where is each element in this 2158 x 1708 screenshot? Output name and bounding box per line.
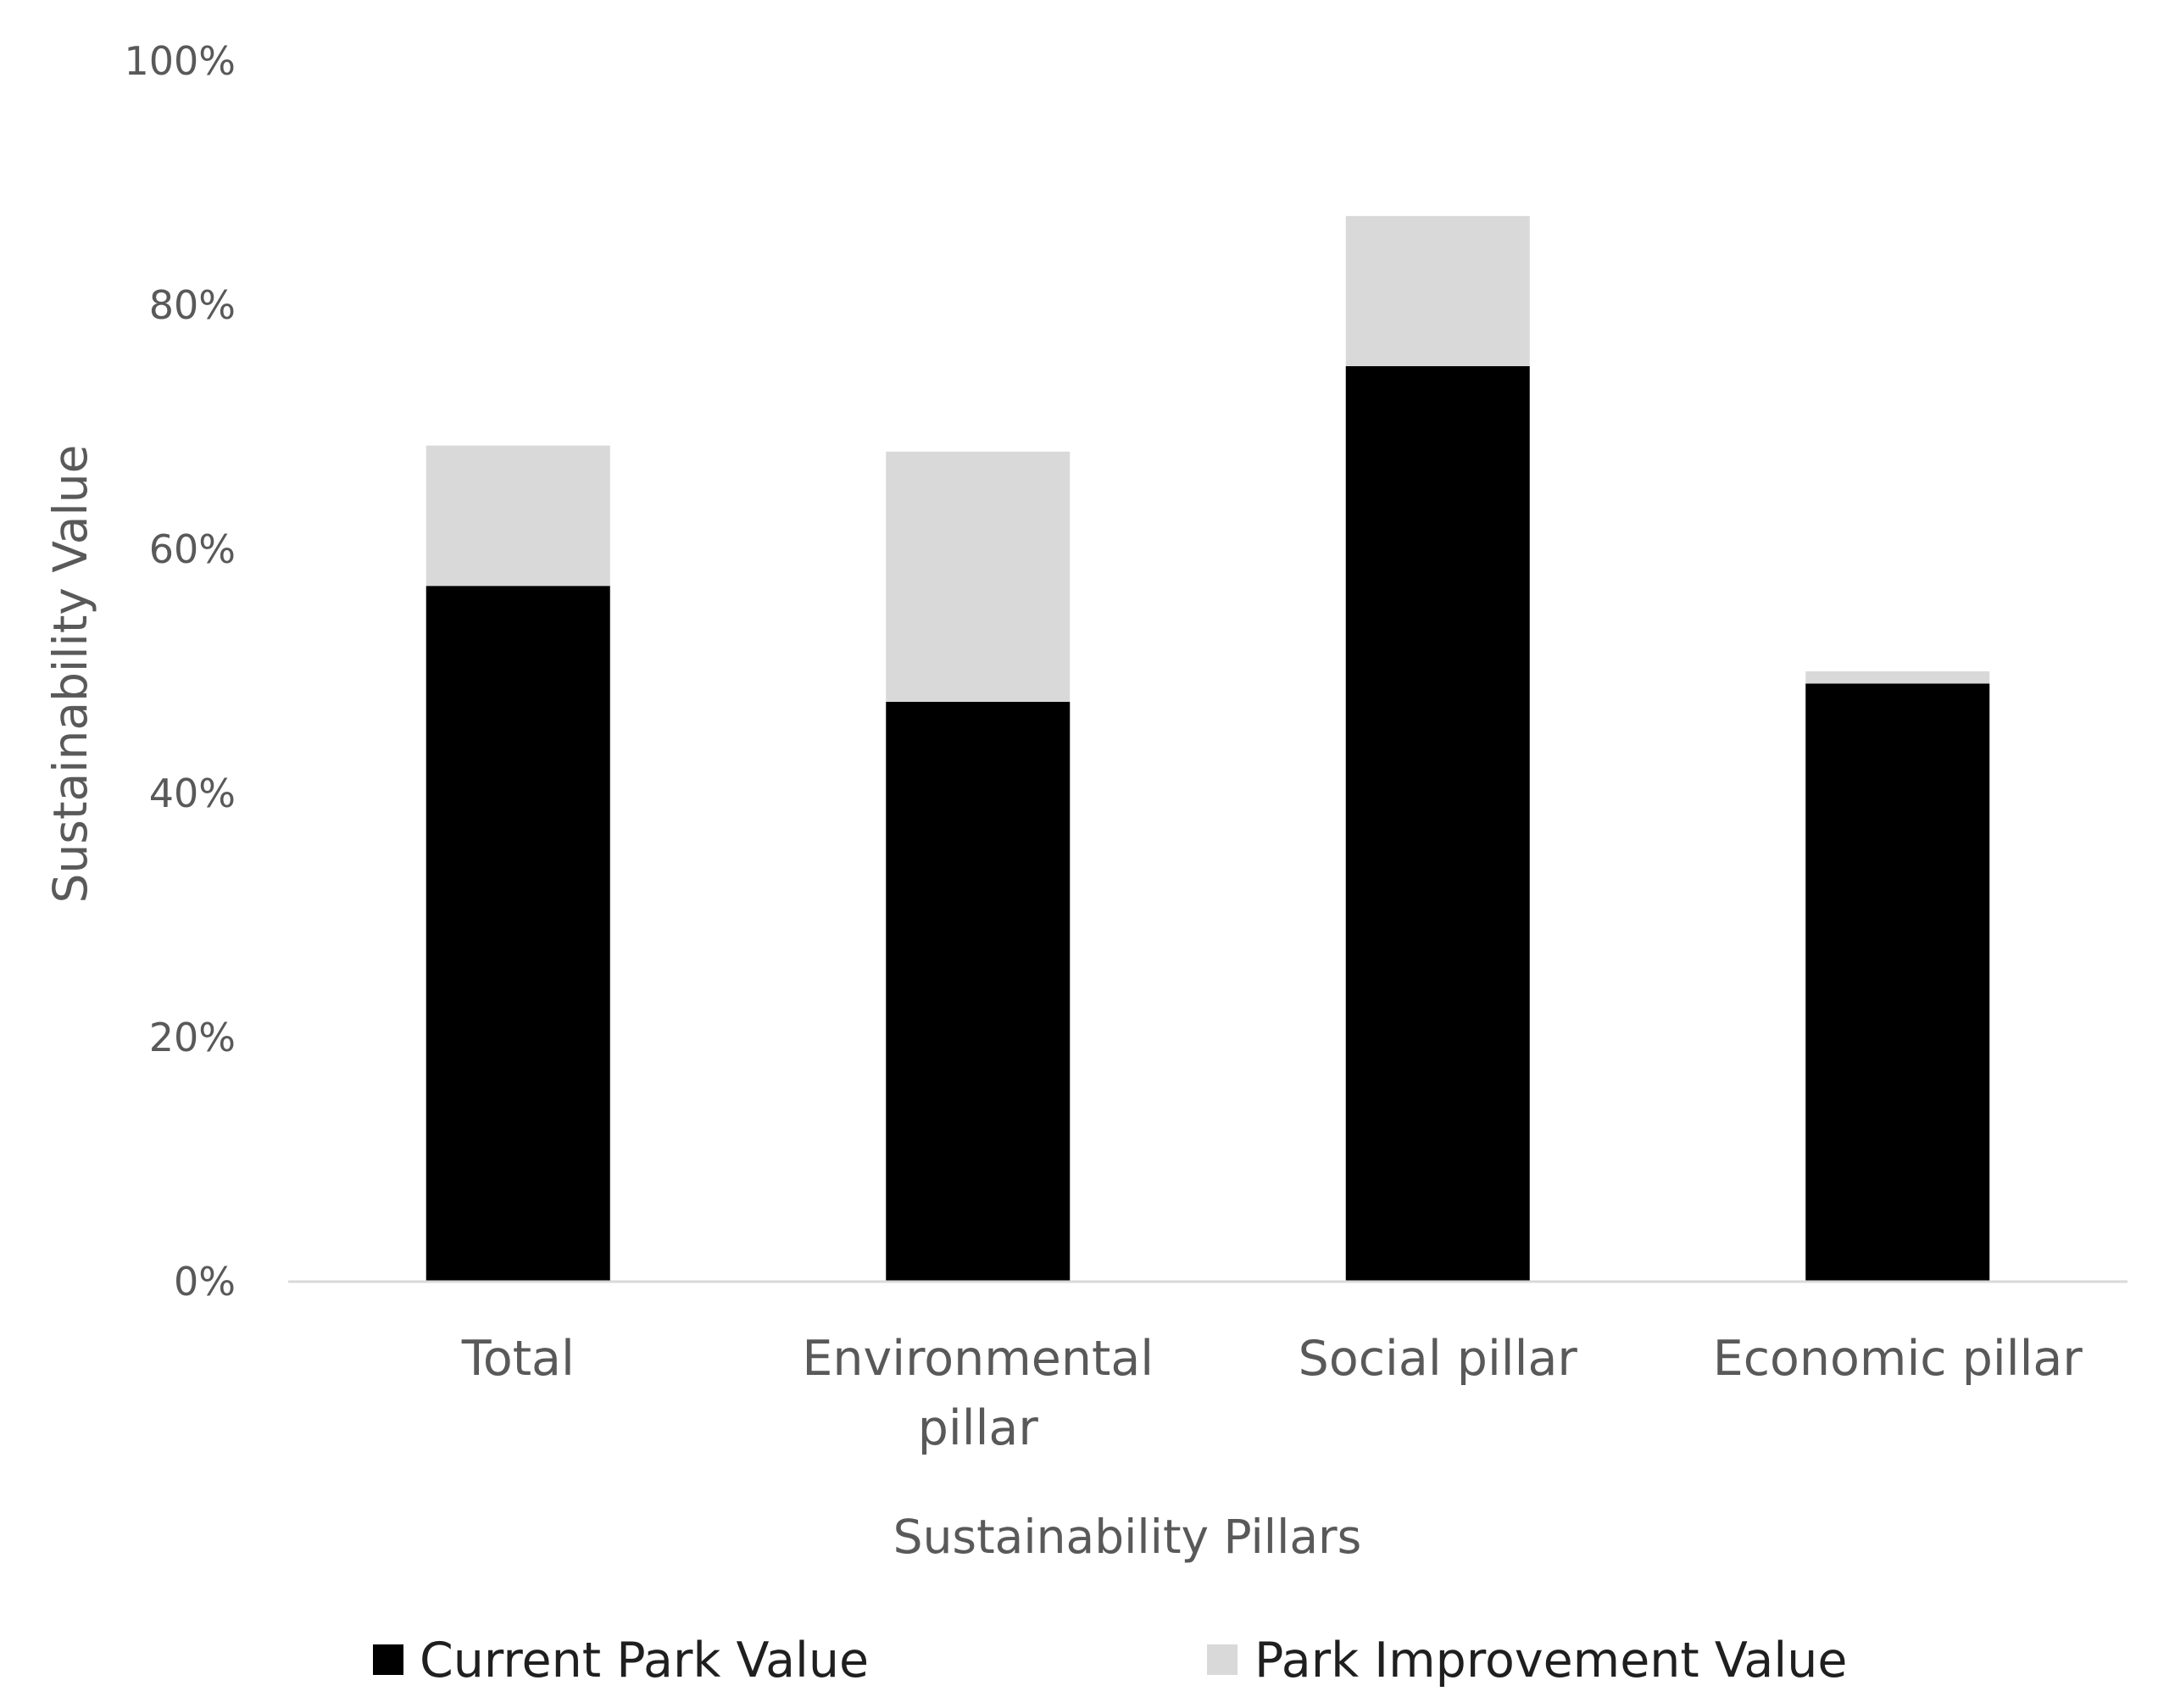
legend-label-improvement: Park Improvement Value (1254, 1633, 1847, 1689)
bar-improvement-2 (1345, 215, 1530, 366)
bar-current-2 (1345, 366, 1530, 1282)
legend: Current Park Value Park Improvement Value (373, 1633, 1847, 1689)
bar-improvement-0 (425, 445, 610, 587)
x-axis-labels: Total Environmental pillar Social pillar Eco… (461, 1331, 2083, 1456)
bar-improvement-3 (1805, 671, 1990, 684)
y-axis-title: Sustainability Value (43, 445, 97, 904)
y-tick-label: 40% (149, 771, 236, 816)
x-axis-title: Sustainability Pillars (893, 1510, 1362, 1564)
bar-current-0 (425, 586, 610, 1282)
x-tick-label: Social pillar (1299, 1331, 1578, 1387)
x-tick-label: Total (461, 1331, 575, 1387)
y-tick-label: 20% (149, 1015, 236, 1060)
y-axis-ticks: 0% 20% 40% 60% 80% 100% (124, 38, 236, 1305)
x-tick-label: pillar (918, 1400, 1039, 1456)
y-tick-label: 80% (149, 282, 236, 328)
y-tick-label: 100% (124, 38, 236, 84)
y-tick-label: 0% (174, 1259, 236, 1305)
legend-swatch-current (373, 1644, 403, 1675)
x-tick-label: Economic pillar (1713, 1331, 2083, 1387)
legend-label-current: Current Park Value (420, 1633, 869, 1689)
bar-current-1 (886, 702, 1071, 1282)
bars (425, 215, 1990, 1282)
legend-swatch-improvement (1207, 1644, 1238, 1675)
x-tick-label: Environmental (802, 1331, 1154, 1387)
bar-current-3 (1805, 683, 1990, 1282)
bar-improvement-1 (886, 451, 1071, 702)
y-tick-label: 60% (149, 526, 236, 572)
